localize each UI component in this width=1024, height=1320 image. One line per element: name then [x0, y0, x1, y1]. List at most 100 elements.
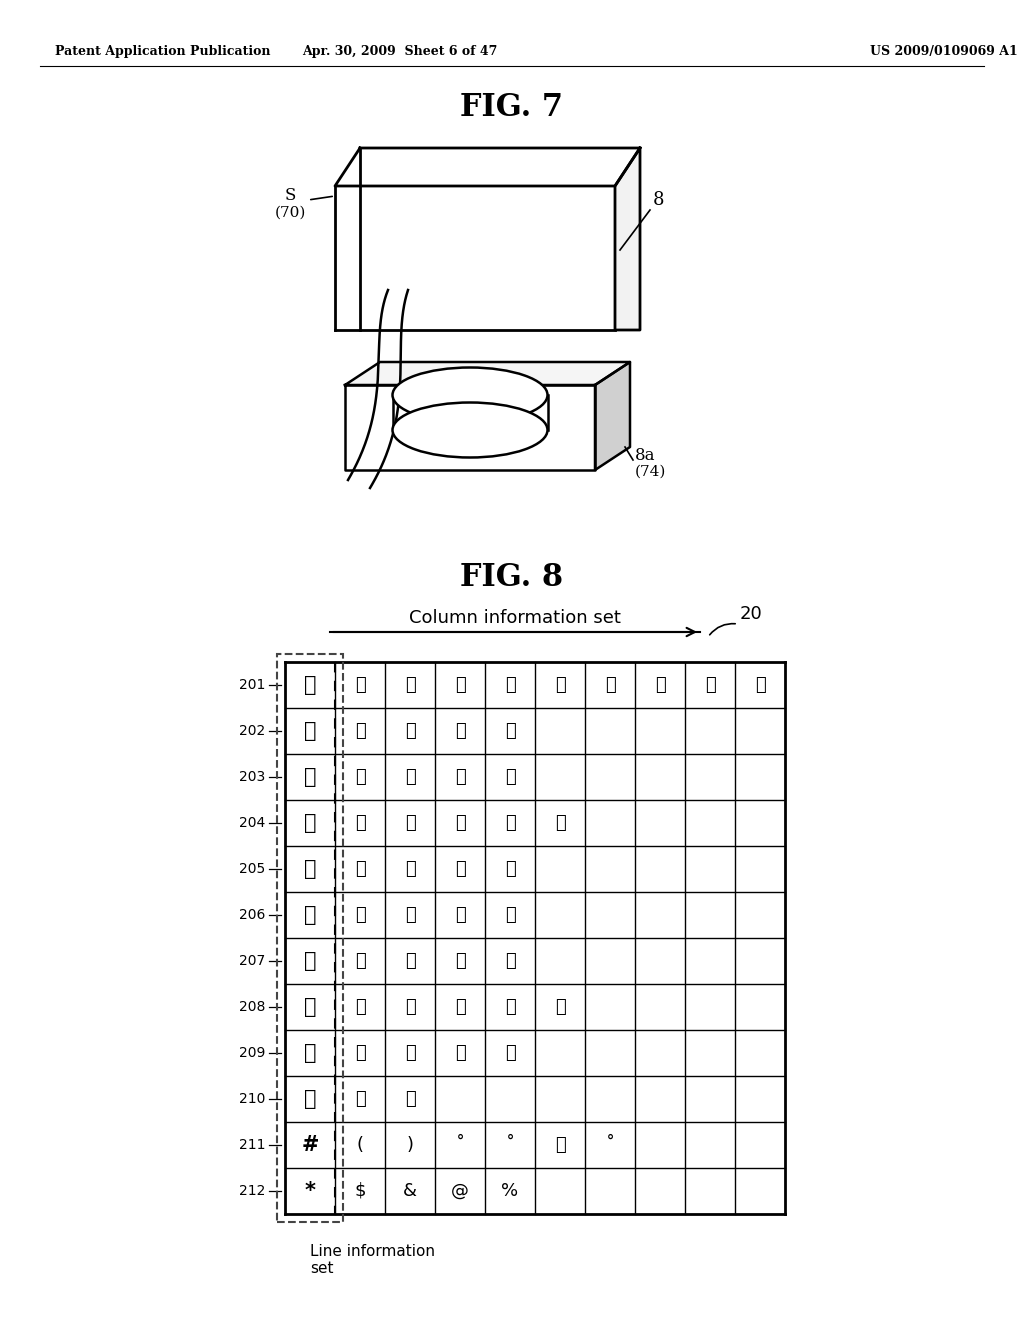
Text: い: い [354, 676, 366, 694]
Text: ほ: ほ [505, 906, 515, 924]
Text: 209: 209 [239, 1045, 265, 1060]
Text: ゆ: ゆ [354, 998, 366, 1016]
Text: え: え [705, 676, 716, 694]
Text: @: @ [451, 1181, 469, 1200]
Polygon shape [595, 362, 630, 470]
Polygon shape [345, 362, 630, 385]
Text: ぬ: ぬ [404, 861, 416, 878]
Text: け: け [455, 722, 465, 741]
Polygon shape [345, 385, 595, 470]
Text: FIG. 7: FIG. 7 [461, 92, 563, 124]
Text: す: す [404, 768, 416, 785]
Text: と: と [505, 814, 515, 832]
Text: あ: あ [555, 676, 565, 694]
Text: ろ: ろ [505, 1044, 515, 1063]
Polygon shape [335, 148, 640, 186]
Text: え: え [455, 676, 465, 694]
Text: た: た [304, 813, 316, 833]
Text: か: か [304, 721, 316, 741]
Ellipse shape [392, 367, 548, 422]
Text: ): ) [407, 1137, 414, 1154]
Text: 211: 211 [239, 1138, 265, 1152]
Text: ひ: ひ [354, 906, 366, 924]
Text: め: め [455, 952, 465, 970]
Text: ま: ま [304, 950, 316, 972]
Text: そ: そ [505, 768, 515, 785]
Text: Apr. 30, 2009  Sheet 6 of 47: Apr. 30, 2009 Sheet 6 of 47 [302, 45, 498, 58]
Text: Column information set: Column information set [409, 609, 621, 627]
Text: よ: よ [555, 998, 565, 1016]
Text: (70): (70) [274, 206, 306, 220]
Text: ˚: ˚ [506, 1137, 515, 1154]
Text: ん: ん [404, 1090, 416, 1107]
Text: ち: ち [354, 814, 366, 832]
Text: ふ: ふ [404, 906, 416, 924]
Text: (74): (74) [635, 465, 667, 479]
Text: さ: さ [304, 767, 316, 787]
Text: ら: ら [304, 1043, 316, 1063]
Text: #: # [301, 1135, 318, 1155]
Text: は: は [304, 906, 316, 925]
Text: う: う [404, 676, 416, 694]
Text: こ: こ [505, 722, 515, 741]
Text: れ: れ [455, 1044, 465, 1063]
Text: ˚: ˚ [605, 1137, 614, 1154]
Ellipse shape [392, 403, 548, 458]
Text: の: の [505, 861, 515, 878]
Text: よ: よ [404, 998, 416, 1016]
Bar [278, 653, 343, 1222]
Text: &: & [403, 1181, 417, 1200]
Text: Patent Application Publication: Patent Application Publication [55, 45, 270, 58]
Text: わ: わ [304, 1089, 316, 1109]
Text: く: く [404, 722, 416, 741]
Text: り: り [354, 1044, 366, 1063]
Text: 、: 、 [555, 1137, 565, 1154]
Text: ˚: ˚ [456, 1137, 465, 1154]
Text: Line information
set: Line information set [310, 1243, 435, 1276]
Text: 208: 208 [239, 1001, 265, 1014]
Text: 203: 203 [239, 770, 265, 784]
Polygon shape [615, 148, 640, 330]
Text: 201: 201 [239, 678, 265, 692]
Text: 8: 8 [652, 191, 664, 209]
Text: (: ( [356, 1137, 364, 1154]
Text: て: て [455, 814, 465, 832]
Text: る: る [404, 1044, 416, 1063]
Text: 8a: 8a [635, 446, 655, 463]
Text: FIG. 8: FIG. 8 [461, 562, 563, 594]
Text: ね: ね [455, 861, 465, 878]
Text: き: き [354, 722, 366, 741]
Text: も: も [505, 952, 515, 970]
Text: 20: 20 [740, 605, 763, 623]
Text: を: を [354, 1090, 366, 1107]
Text: %: % [502, 1181, 518, 1200]
Text: US 2009/0109069 A1: US 2009/0109069 A1 [870, 45, 1018, 58]
Text: S: S [285, 186, 296, 203]
Text: $: $ [354, 1181, 366, 1200]
Text: し: し [354, 768, 366, 785]
Text: 204: 204 [239, 816, 265, 830]
Text: 210: 210 [239, 1092, 265, 1106]
Text: に: に [354, 861, 366, 878]
Text: ゆ: ゆ [505, 998, 515, 1016]
Text: 206: 206 [239, 908, 265, 921]
Text: お: お [505, 676, 515, 694]
Text: 205: 205 [239, 862, 265, 876]
Text: み: み [354, 952, 366, 970]
Text: や: や [455, 998, 465, 1016]
Text: お: お [755, 676, 765, 694]
Text: っ: っ [555, 814, 565, 832]
Text: つ: つ [404, 814, 416, 832]
Bar [285, 663, 785, 1214]
Text: 207: 207 [239, 954, 265, 968]
Text: あ: あ [304, 675, 316, 696]
Text: う: う [654, 676, 666, 694]
Text: な: な [304, 859, 316, 879]
Text: む: む [404, 952, 416, 970]
Text: 202: 202 [239, 723, 265, 738]
Text: せ: せ [455, 768, 465, 785]
Text: や: や [304, 997, 316, 1016]
Text: い: い [604, 676, 615, 694]
Text: へ: へ [455, 906, 465, 924]
Text: 212: 212 [239, 1184, 265, 1199]
